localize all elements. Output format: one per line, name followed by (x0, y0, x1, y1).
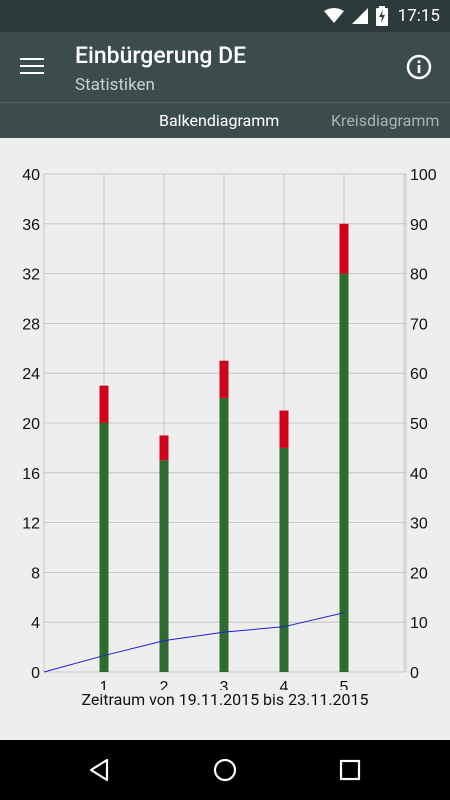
y-right-tick-label: 100 (410, 167, 437, 184)
y-left-tick-label: 32 (22, 267, 40, 284)
signal-icon (351, 8, 368, 24)
x-tick-label: 1 (100, 679, 109, 690)
battery-charging-icon (375, 6, 388, 26)
bar-wrong (159, 435, 169, 461)
tab-bar: Balkendiagramm Kreisdiagramm (0, 102, 450, 138)
bar-chart: 0 0 4 10 8 20 12 30 16 40 20 50 24 60 28 70 32 80 36 90 40 10… (0, 138, 450, 740)
app-subtitle: Statistiken (75, 75, 155, 95)
trend-line-series (43, 612, 345, 673)
y-left-tick-label: 36 (22, 217, 40, 234)
bar-correct (219, 398, 229, 672)
bar-correct (159, 460, 169, 672)
y-right-tick-label: 50 (410, 416, 428, 433)
y-right-tick-label: 20 (410, 565, 428, 582)
y-right-tick-label: 10 (410, 615, 428, 632)
y-right-tick-label: 0 (410, 665, 419, 682)
bar-correct (279, 447, 289, 672)
recents-icon[interactable] (335, 755, 365, 785)
chart-caption: Zeitraum von 19.11.2015 bis 23.11.2015 (81, 690, 369, 709)
bar-correct (99, 423, 109, 672)
back-icon[interactable] (85, 755, 115, 785)
x-tick-label: 3 (220, 679, 229, 690)
y-left-tick-label: 12 (22, 516, 40, 533)
home-icon[interactable] (210, 755, 240, 785)
y-left-tick-label: 0 (31, 665, 40, 682)
bar-wrong (99, 385, 109, 423)
y-right-tick-label: 80 (410, 267, 428, 284)
y-right-tick-label: 60 (410, 366, 428, 383)
x-tick-label: 5 (340, 679, 349, 690)
y-right-tick-label: 40 (410, 466, 428, 483)
app-bar: Einbürgerung DE Statistiken (0, 32, 450, 102)
tab-kreisdiagramm[interactable]: Kreisdiagramm (331, 111, 440, 130)
status-bar: 17:15 (0, 0, 450, 32)
tab-balkendiagramm[interactable]: Balkendiagramm (159, 111, 280, 130)
trend-line (43, 612, 345, 673)
bar-wrong (339, 223, 349, 274)
status-time: 17:15 (397, 6, 440, 26)
bar-wrong (219, 360, 229, 399)
y-left-tick-label: 8 (31, 565, 40, 582)
hamburger-menu-icon[interactable] (20, 53, 50, 83)
y-right-tick-label: 30 (410, 516, 428, 533)
y-left-tick-label: 28 (22, 316, 40, 333)
navigation-bar (0, 740, 450, 800)
y-left-tick-label: 40 (22, 167, 40, 184)
wifi-icon (323, 8, 344, 23)
y-left-tick-label: 4 (31, 615, 40, 632)
bar-wrong (279, 410, 289, 448)
bar-correct (339, 273, 349, 672)
y-right-tick-label: 90 (410, 217, 428, 234)
x-tick-label: 4 (280, 679, 289, 690)
status-icons: 17:15 (323, 0, 440, 32)
app-title: Einbürgerung DE (75, 42, 247, 69)
y-left-tick-label: 20 (22, 416, 40, 433)
y-right-tick-label: 70 (410, 316, 428, 333)
y-left-tick-label: 24 (22, 366, 40, 383)
bars (99, 223, 349, 672)
y-left-tick-label: 16 (22, 466, 40, 483)
x-tick-label: 2 (160, 679, 169, 690)
info-icon[interactable] (404, 52, 434, 82)
